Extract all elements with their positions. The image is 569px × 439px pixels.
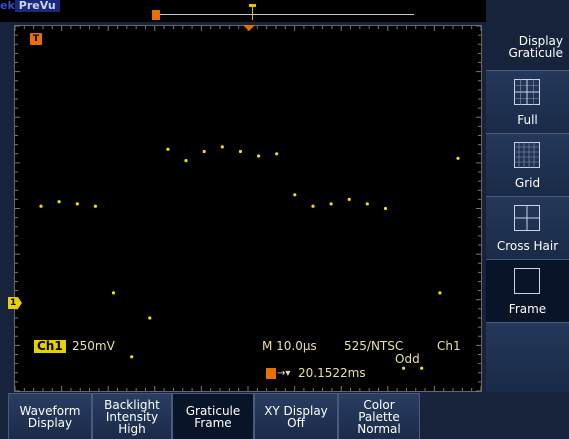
waveform-sample-point <box>383 206 388 211</box>
trigger-time-readout: 20.1522ms <box>298 366 366 380</box>
graticule-line2: Frame <box>194 415 232 430</box>
trigger-position-arrow-icon <box>243 25 255 31</box>
graticule-crosshair-button[interactable]: Cross Hair <box>486 196 569 259</box>
brand-logo: ek <box>0 0 15 12</box>
waveform-sample-point <box>402 366 406 370</box>
trigger-point-marker <box>252 7 253 20</box>
record-start-marker <box>152 10 160 20</box>
trigger-time-icon <box>266 368 276 379</box>
brand-mode-label: ek PreVu <box>0 0 60 12</box>
color-palette-line1: Color <box>363 397 395 412</box>
waveform-sample-point <box>238 149 242 154</box>
frame-button-label: Frame <box>508 302 547 316</box>
top-status-bar: ek PreVu <box>0 0 486 22</box>
waveform-sample-point <box>39 204 43 208</box>
graticule-menu-button[interactable]: Graticule Frame <box>172 393 254 439</box>
video-standard-readout: 525/NTSC <box>344 339 404 353</box>
graticule-frame-button[interactable]: Frame <box>486 259 569 322</box>
full-button-label: Full <box>517 113 538 127</box>
channel1-ground-marker-icon: 1 <box>8 297 22 309</box>
full-graticule-icon <box>514 79 540 105</box>
trigger-marker-icon: T <box>30 33 42 45</box>
waveform-display-button[interactable]: Waveform Display <box>8 393 92 439</box>
color-palette-button[interactable]: Color Palette Normal <box>338 393 420 439</box>
waveform-sample-point <box>275 152 279 156</box>
xy-display-button[interactable]: XY Display Off <box>254 393 338 439</box>
backlight-line2: Intensity <box>105 409 159 424</box>
record-position-bar <box>157 14 414 15</box>
waveform-sample-point <box>57 200 61 204</box>
channel-label: Ch1 <box>34 340 66 353</box>
xy-display-line1: XY Display <box>264 403 328 418</box>
side-menu-header: Display Graticule <box>486 35 569 59</box>
acquisition-mode: PreVu <box>14 0 60 12</box>
waveform-display-line1: Waveform <box>19 403 81 418</box>
crosshair-button-label: Cross Hair <box>496 239 559 253</box>
waveform-sample-point <box>184 159 188 163</box>
color-palette-line2: Palette <box>358 409 400 424</box>
frame-graticule-icon <box>514 268 540 294</box>
side-menu-header-line1: Display <box>518 34 563 48</box>
graticule-grid-button[interactable]: Grid <box>486 133 569 196</box>
waveform-sample-point <box>438 291 442 295</box>
backlight-line1: Backlight <box>104 397 160 412</box>
waveform-sample-point <box>130 355 134 359</box>
waveform-sample-point <box>365 202 369 206</box>
waveform-sample-point <box>220 145 224 149</box>
trigger-arrow-icon: →▾ <box>277 368 291 379</box>
waveform-sample-point <box>148 316 152 320</box>
waveform-sample-point <box>311 204 315 208</box>
waveform-sample-point <box>456 156 460 160</box>
color-palette-line3: Normal <box>357 421 401 436</box>
waveform-sample-point <box>75 202 79 206</box>
volts-per-div-readout: 250mV <box>72 339 115 353</box>
grid-button-label: Grid <box>514 176 541 190</box>
trigger-point-cap <box>249 4 256 7</box>
waveform-sample-point <box>420 366 424 370</box>
waveform-sample-point <box>347 197 351 201</box>
graticule-display <box>14 25 482 392</box>
timebase-readout: M 10.0µs <box>262 339 317 353</box>
waveform-sample-point <box>329 202 333 206</box>
backlight-line3: High <box>118 421 146 436</box>
xy-display-line2: Off <box>287 415 305 430</box>
side-menu-empty-slot <box>486 322 569 392</box>
waveform-sample-point <box>293 193 297 197</box>
waveform-sample-point <box>166 147 170 151</box>
waveform-sample-point <box>202 149 206 154</box>
waveform-sample-point <box>93 204 97 208</box>
grid-graticule-icon <box>514 142 540 168</box>
graticule-full-button[interactable]: Full <box>486 70 569 133</box>
backlight-intensity-button[interactable]: Backlight Intensity High <box>92 393 172 439</box>
waveform-sample-point <box>111 291 116 295</box>
waveform-display-line2: Display <box>27 415 73 430</box>
graticule-line1: Graticule <box>185 403 241 418</box>
side-menu-header-line2: Graticule <box>508 46 563 60</box>
video-field-readout: Odd <box>395 352 420 366</box>
crosshair-graticule-icon <box>514 205 540 231</box>
trigger-source-readout: Ch1 <box>437 339 461 353</box>
waveform-sample-point <box>257 154 261 158</box>
